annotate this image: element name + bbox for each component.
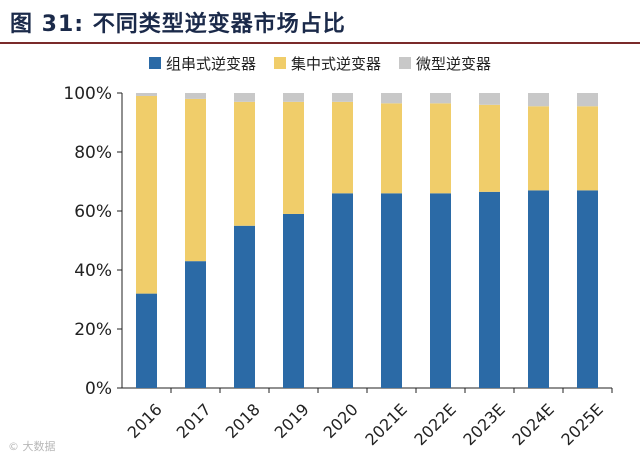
y-tick-label: 40% [74, 261, 112, 281]
bar-segment-string [430, 193, 451, 388]
x-tick-label: 2020 [320, 400, 362, 442]
legend-item-micro: 微型逆变器 [399, 52, 491, 74]
legend-swatch-string [148, 57, 161, 69]
bar-segment-central [430, 103, 451, 194]
y-tick-label: 20% [74, 320, 112, 340]
bar-segment-micro [430, 93, 451, 104]
x-tick-label: 2016 [124, 400, 166, 442]
y-tick-label: 0% [85, 379, 112, 399]
x-tick-label: 2025E [557, 400, 606, 449]
bar-segment-central [283, 101, 304, 214]
bar-segment-micro [479, 93, 500, 105]
figure-title: 图 31: 不同类型逆变器市场占比 [10, 12, 346, 37]
chart-legend: 组串式逆变器 集中式逆变器 微型逆变器 [0, 52, 640, 74]
legend-swatch-central [273, 57, 286, 69]
bar-segment-string [234, 225, 255, 388]
x-tick-label: 2024E [508, 400, 557, 449]
bar-segment-micro [381, 93, 402, 104]
figure-header: 图 31: 不同类型逆变器市场占比 [0, 0, 640, 44]
bar-segment-string [283, 213, 304, 388]
y-tick-label: 60% [74, 202, 112, 222]
bar-segment-central [381, 103, 402, 194]
bar-segment-central [332, 101, 353, 194]
bar-segment-central [234, 101, 255, 226]
x-tick-label: 2018 [222, 400, 264, 442]
bar-segment-string [577, 190, 598, 388]
bar-segment-central [136, 95, 157, 294]
x-tick-label: 2023E [459, 400, 508, 449]
legend-label-micro: 微型逆变器 [416, 54, 492, 73]
bar-segment-micro [136, 93, 157, 96]
bar-segment-string [185, 261, 206, 388]
bar-segment-string [381, 193, 402, 388]
bar-segment-central [528, 106, 549, 191]
legend-label-central: 集中式逆变器 [290, 54, 381, 73]
bar-segment-central [577, 106, 598, 191]
x-tick-label: 2022E [410, 400, 459, 449]
legend-item-central: 集中式逆变器 [273, 52, 381, 74]
x-tick-label: 2019 [271, 400, 313, 442]
x-tick-label: 2017 [173, 400, 215, 442]
legend-item-string: 组串式逆变器 [148, 52, 256, 74]
y-tick-label: 80% [74, 143, 112, 163]
bar-segment-micro [185, 93, 206, 99]
bar-segment-central [479, 104, 500, 192]
bar-segment-micro [577, 93, 598, 107]
y-tick-label: 100% [63, 84, 112, 104]
legend-swatch-micro [399, 57, 411, 69]
bar-segment-string [479, 191, 500, 388]
bar-segment-micro [283, 93, 304, 102]
bar-segment-string [332, 193, 353, 388]
bar-segment-micro [234, 93, 255, 102]
bar-segment-central [185, 98, 206, 262]
bar-segment-micro [332, 93, 353, 102]
bar-segment-micro [528, 93, 549, 107]
bar-segment-string [528, 190, 549, 388]
watermark-text: © 大数据 [8, 440, 56, 453]
bar-segment-string [136, 293, 157, 388]
legend-label-string: 组串式逆变器 [165, 54, 256, 73]
x-tick-label: 2021E [361, 400, 410, 449]
